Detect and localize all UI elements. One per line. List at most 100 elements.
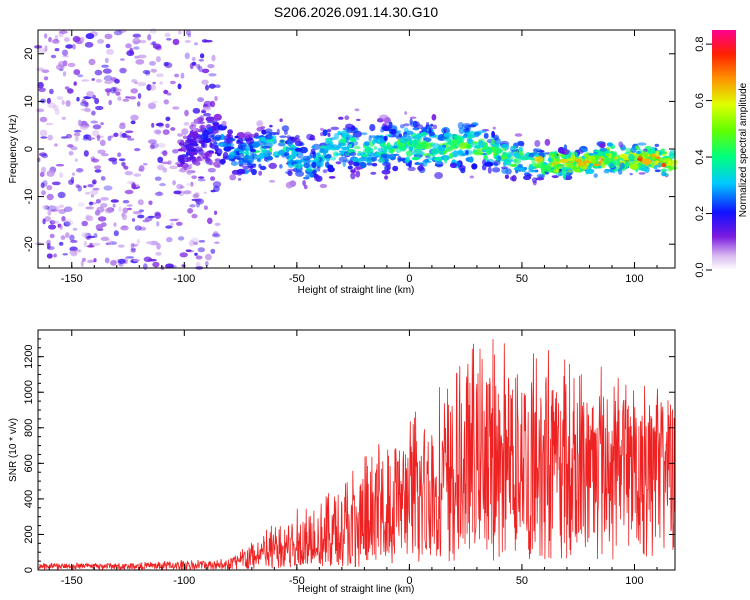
- signal-blob: [303, 184, 308, 190]
- noise-blob: [138, 209, 145, 213]
- signal-blob: [369, 135, 378, 139]
- noise-blob: [113, 222, 117, 227]
- noise-blob: [159, 183, 166, 187]
- signal-blob: [592, 163, 602, 167]
- spectrogram-ylabel: Frequency (Hz): [8, 115, 19, 184]
- signal-blob: [560, 169, 567, 174]
- signal-blob: [322, 129, 328, 137]
- noise-blob: [37, 81, 44, 89]
- noise-blob: [142, 69, 151, 75]
- signal-blob: [310, 148, 316, 153]
- signal-blob: [189, 163, 193, 170]
- signal-blob: [299, 146, 308, 154]
- signal-blob: [562, 148, 570, 155]
- signal-blob: [293, 163, 303, 169]
- noise-blob: [137, 93, 142, 99]
- signal-blob: [377, 139, 381, 144]
- signal-blob: [458, 142, 468, 150]
- signal-blob: [606, 142, 614, 147]
- signal-blob: [250, 148, 257, 153]
- signal-blob: [182, 135, 188, 140]
- signal-blob: [617, 167, 623, 175]
- signal-blob: [551, 175, 559, 179]
- noise-blob: [154, 191, 164, 197]
- signal-blob: [347, 165, 353, 170]
- noise-blob: [208, 159, 213, 166]
- signal-blob: [242, 165, 250, 170]
- noise-blob: [215, 84, 221, 88]
- noise-blob: [52, 39, 60, 44]
- snr-xtick-label: -100: [173, 575, 195, 587]
- noise-blob: [58, 60, 66, 68]
- signal-blob: [528, 169, 535, 173]
- signal-blob: [484, 161, 494, 167]
- noise-blob: [157, 122, 165, 128]
- noise-blob: [80, 101, 89, 107]
- signal-blob: [469, 175, 474, 179]
- spectrogram-xtick-label: 50: [516, 273, 528, 285]
- noise-blob: [130, 88, 138, 94]
- noise-blob: [87, 184, 94, 188]
- signal-blob: [287, 140, 293, 147]
- signal-blob: [198, 155, 206, 158]
- noise-blob: [47, 209, 52, 216]
- signal-blob: [285, 181, 293, 189]
- noise-blob: [169, 165, 178, 170]
- noise-blob: [207, 64, 215, 69]
- noise-blob: [156, 73, 164, 78]
- signal-blob: [432, 143, 441, 150]
- signal-blob: [344, 115, 350, 120]
- signal-blob: [395, 130, 402, 134]
- noise-blob: [101, 64, 109, 68]
- signal-blob: [609, 162, 615, 167]
- colorbar-tick-label: 0.8: [694, 36, 706, 51]
- noise-blob: [60, 136, 68, 139]
- noise-blob: [85, 206, 95, 210]
- signal-blob: [311, 146, 316, 149]
- noise-blob: [191, 237, 199, 243]
- snr-ytick-label: 1200: [23, 344, 35, 368]
- signal-blob: [295, 170, 305, 177]
- signal-blob: [392, 165, 399, 172]
- signal-blob: [556, 153, 566, 158]
- noise-blob: [93, 258, 97, 263]
- signal-blob: [553, 169, 560, 173]
- noise-blob: [59, 172, 64, 178]
- noise-blob: [147, 102, 157, 110]
- signal-blob: [651, 156, 656, 160]
- noise-blob: [80, 260, 84, 268]
- signal-blob: [492, 126, 496, 130]
- snr-ytick-label: 800: [23, 419, 35, 437]
- signal-blob: [518, 150, 524, 157]
- noise-blob: [62, 253, 69, 256]
- signal-blob: [513, 158, 521, 165]
- noise-blob: [185, 183, 193, 187]
- noise-blob: [146, 241, 153, 245]
- signal-blob: [624, 152, 631, 155]
- noise-blob: [46, 253, 53, 259]
- noise-blob: [125, 135, 132, 139]
- signal-blob: [275, 155, 280, 158]
- signal-blob: [302, 155, 311, 161]
- signal-blob: [259, 165, 267, 171]
- signal-blob: [350, 169, 356, 174]
- noise-blob: [99, 139, 106, 146]
- noise-blob: [94, 97, 100, 105]
- signal-blob: [449, 152, 453, 159]
- signal-blob: [205, 116, 215, 122]
- noise-blob: [132, 33, 141, 38]
- signal-blob: [667, 160, 672, 167]
- signal-blob: [502, 151, 508, 158]
- snr-ylabel: SNR (10 * v/v): [8, 418, 19, 482]
- noise-blob: [87, 259, 95, 264]
- signal-blob: [420, 131, 428, 137]
- signal-blob: [629, 172, 633, 176]
- noise-blob: [126, 50, 135, 57]
- signal-blob: [370, 152, 375, 157]
- noise-blob: [50, 54, 57, 59]
- noise-blob: [81, 79, 90, 82]
- noise-blob: [48, 196, 53, 200]
- noise-blob: [192, 107, 201, 114]
- signal-blob: [215, 123, 219, 127]
